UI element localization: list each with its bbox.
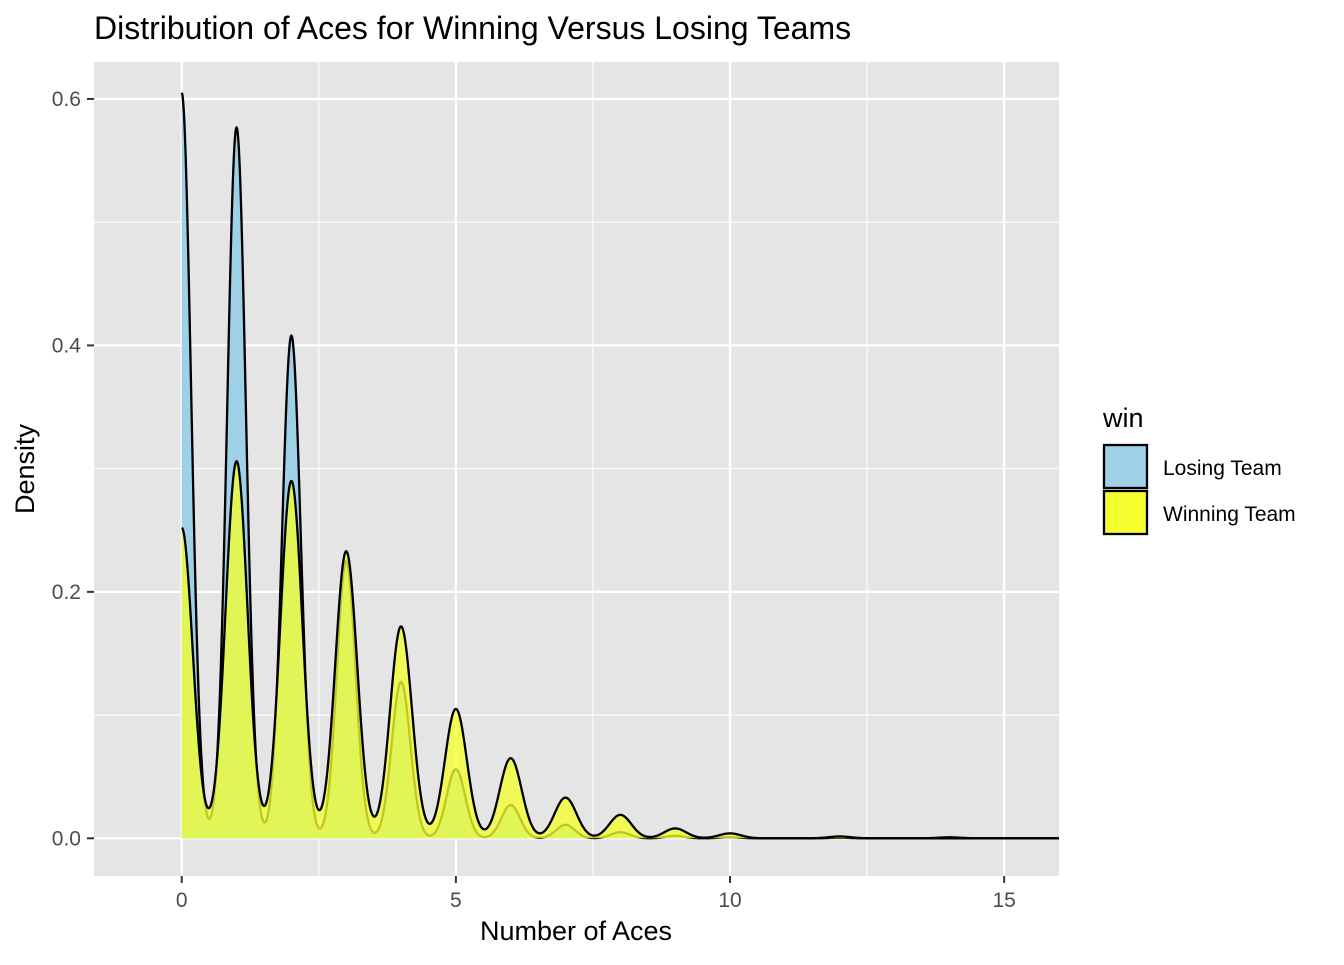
density-areas xyxy=(180,92,1060,840)
legend-label-losing-team: Losing Team xyxy=(1163,457,1282,480)
x-tick-label: 0 xyxy=(176,889,188,912)
chart-title: Distribution of Aces for Winning Versus … xyxy=(94,10,851,46)
x-tick-label: 15 xyxy=(992,889,1015,912)
x-tick-label: 10 xyxy=(718,889,741,912)
x-tick-label: 5 xyxy=(450,889,462,912)
y-tick-label: 0.0 xyxy=(52,827,81,850)
y-axis-label: Density xyxy=(10,423,40,514)
winning-team-density-line xyxy=(181,460,1060,840)
legend-swatch-losing-team xyxy=(1102,443,1149,490)
y-tick-label: 0.6 xyxy=(52,88,81,111)
legend-items: Losing Team Winning Team xyxy=(1102,443,1296,536)
legend: win Losing Team Winning Team xyxy=(1102,403,1296,536)
winning-team-density-area xyxy=(181,461,1060,839)
x-axis: 0 5 10 15 xyxy=(176,876,1016,912)
y-tick-label: 0.4 xyxy=(52,334,82,357)
x-axis-label: Number of Aces xyxy=(480,916,672,946)
legend-title: win xyxy=(1102,403,1144,433)
legend-label-winning-team: Winning Team xyxy=(1163,503,1296,526)
y-tick-label: 0.2 xyxy=(52,581,81,604)
y-axis: 0.0 0.2 0.4 0.6 xyxy=(52,88,94,850)
legend-swatch-winning-team xyxy=(1102,489,1149,536)
